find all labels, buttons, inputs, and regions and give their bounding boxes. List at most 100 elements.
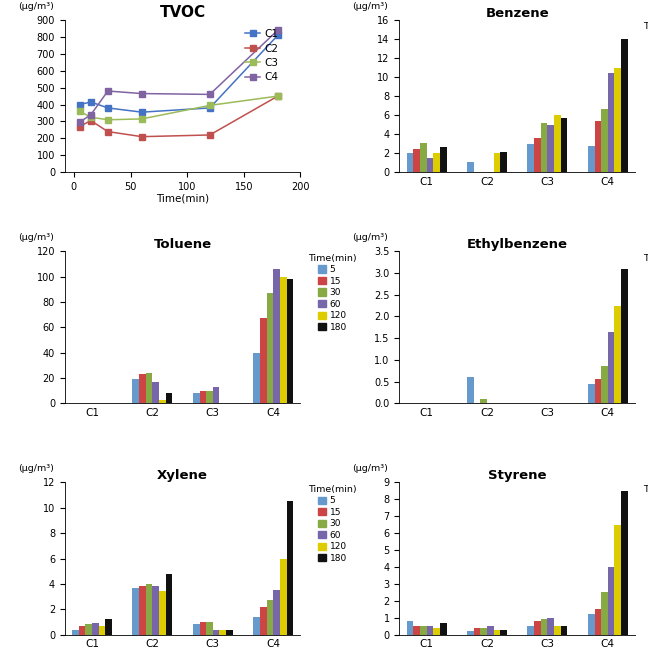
Bar (534, 621, 541, 635)
Bar (260, 319, 266, 403)
Bar (527, 144, 534, 172)
Bar (206, 391, 213, 403)
Bar (608, 332, 614, 403)
Bar (494, 153, 500, 172)
Bar (260, 607, 266, 635)
C3 (138, 115, 146, 123)
Bar (601, 110, 608, 172)
C4 (87, 111, 95, 119)
Bar (139, 374, 146, 403)
Bar (253, 353, 260, 403)
C1 (87, 98, 95, 106)
C2 (76, 122, 84, 130)
C3 (104, 116, 111, 124)
C4 (206, 90, 214, 98)
Bar (467, 377, 474, 403)
Text: (μg/m³): (μg/m³) (353, 2, 388, 11)
Bar (152, 587, 159, 635)
C3 (274, 92, 282, 100)
C2 (138, 133, 146, 141)
Bar (286, 502, 293, 635)
Text: (μg/m³): (μg/m³) (353, 464, 388, 474)
Bar (548, 125, 554, 172)
C2 (104, 128, 111, 136)
Bar (554, 115, 561, 172)
Title: TVOC: TVOC (159, 5, 205, 20)
Bar (86, 625, 92, 635)
Line: C1: C1 (76, 32, 281, 116)
Bar (132, 379, 139, 403)
C2 (87, 117, 95, 125)
Bar (480, 628, 487, 635)
Bar (159, 591, 166, 635)
Bar (608, 73, 614, 172)
Line: C2: C2 (76, 93, 281, 140)
Bar (420, 143, 426, 172)
Bar (434, 628, 440, 635)
Bar (588, 615, 595, 635)
Bar (72, 629, 78, 635)
Bar (614, 525, 621, 635)
Legend: C1, C2, C3, C4: C1, C2, C3, C4 (244, 28, 279, 84)
Bar (426, 158, 434, 172)
Bar (440, 148, 446, 172)
Bar (614, 67, 621, 172)
Bar (440, 623, 446, 635)
Bar (621, 491, 628, 635)
Bar (595, 379, 601, 403)
Title: Styrene: Styrene (488, 470, 546, 482)
Bar (561, 118, 568, 172)
C4 (104, 87, 111, 95)
Bar (280, 558, 286, 635)
C4 (138, 90, 146, 98)
Bar (467, 631, 474, 635)
Bar (200, 391, 206, 403)
Title: Toluene: Toluene (154, 238, 212, 251)
Legend: 5, 15, 30, 60, 120, 180: 5, 15, 30, 60, 120, 180 (642, 484, 648, 564)
Bar (595, 121, 601, 172)
Bar (541, 123, 548, 172)
Bar (152, 382, 159, 403)
C1 (76, 101, 84, 109)
Bar (413, 150, 420, 172)
Bar (621, 269, 628, 403)
Title: Xylene: Xylene (157, 470, 208, 482)
X-axis label: Time(min): Time(min) (156, 193, 209, 203)
Bar (621, 39, 628, 172)
Bar (266, 601, 273, 635)
Bar (146, 584, 152, 635)
Text: (μg/m³): (μg/m³) (17, 2, 54, 11)
Bar (139, 587, 146, 635)
Bar (407, 621, 413, 635)
Bar (193, 393, 200, 403)
Bar (132, 588, 139, 635)
Bar (480, 399, 487, 403)
Bar (554, 626, 561, 635)
Bar (213, 387, 220, 403)
Text: (μg/m³): (μg/m³) (17, 464, 54, 474)
Bar (601, 593, 608, 635)
C4 (274, 26, 282, 34)
Bar (213, 630, 220, 635)
Bar (286, 279, 293, 403)
Bar (500, 152, 507, 172)
Bar (426, 626, 434, 635)
Legend: 5, 15, 30, 60, 120, 180: 5, 15, 30, 60, 120, 180 (642, 21, 648, 102)
Bar (561, 626, 568, 635)
Bar (98, 626, 105, 635)
Legend: 5, 15, 30, 60, 120, 180: 5, 15, 30, 60, 120, 180 (307, 253, 358, 333)
Bar (166, 393, 172, 403)
Bar (434, 153, 440, 172)
Title: Ethylbenzene: Ethylbenzene (467, 238, 568, 251)
Bar (253, 617, 260, 635)
Bar (534, 138, 541, 172)
Bar (220, 630, 226, 635)
C3 (76, 108, 84, 116)
Bar (78, 626, 86, 635)
Bar (159, 399, 166, 403)
Bar (92, 623, 98, 635)
Bar (588, 146, 595, 172)
Bar (266, 293, 273, 403)
Bar (548, 618, 554, 635)
Legend: 5, 15, 30, 60, 120, 180: 5, 15, 30, 60, 120, 180 (642, 253, 648, 333)
